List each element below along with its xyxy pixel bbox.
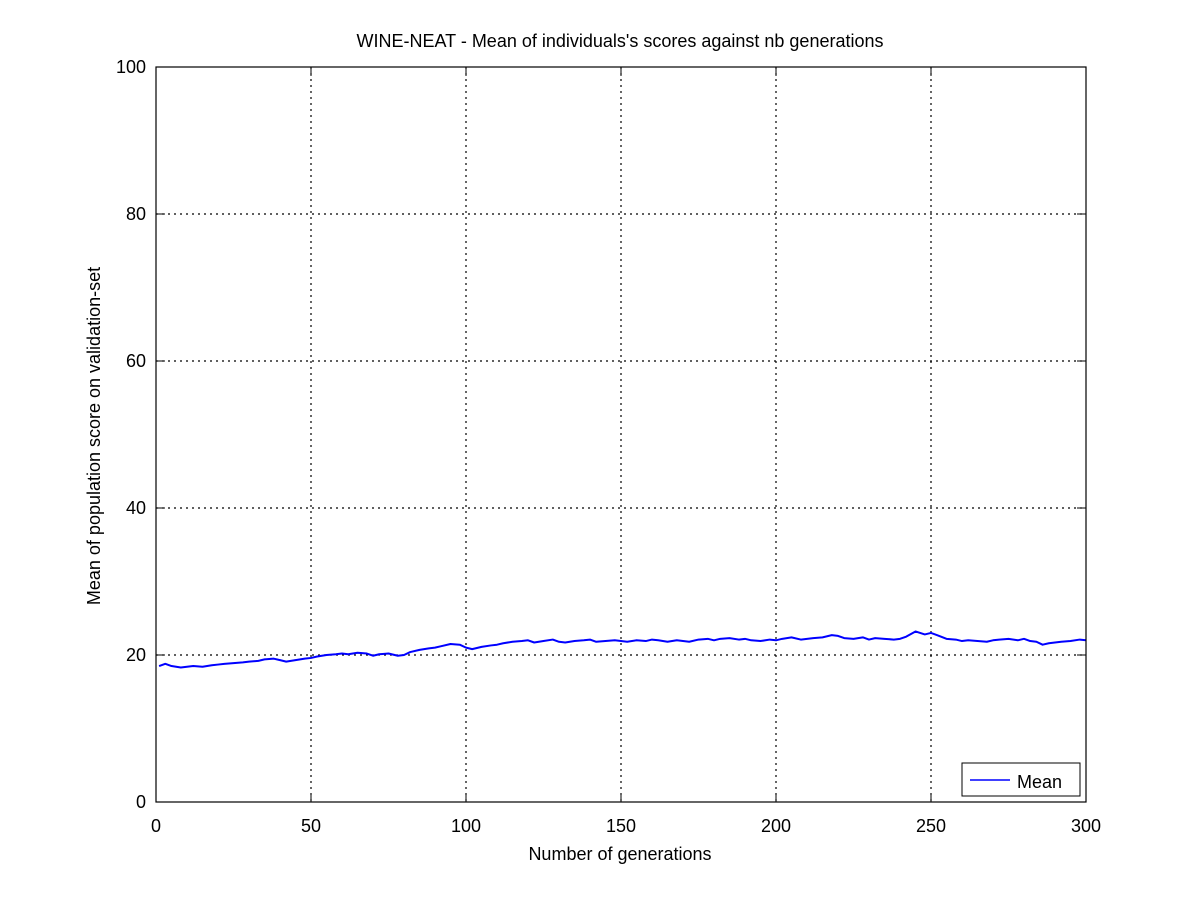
legend-label-mean: Mean	[1017, 772, 1062, 792]
x-tick-labels: 0 50 100 150 200 250 300	[151, 816, 1101, 836]
y-tick-label: 40	[126, 498, 146, 518]
y-tick-label: 100	[116, 57, 146, 77]
x-tick-label: 0	[151, 816, 161, 836]
y-tick-labels: 0 20 40 60 80 100	[116, 57, 146, 812]
x-tick-label: 50	[301, 816, 321, 836]
x-axis-title: Number of generations	[528, 844, 711, 864]
y-tick-label: 20	[126, 645, 146, 665]
plot-frame	[155, 66, 1087, 803]
chart-title: WINE-NEAT - Mean of individuals's scores…	[356, 31, 883, 51]
y-axis-title: Mean of population score on validation-s…	[84, 267, 104, 605]
series-layer	[158, 630, 1087, 669]
x-tick-label: 300	[1071, 816, 1101, 836]
x-tick-label: 150	[606, 816, 636, 836]
x-tick-label: 200	[761, 816, 791, 836]
x-tick-label: 100	[451, 816, 481, 836]
series-line-mean	[158, 630, 1087, 669]
y-tick-label: 0	[136, 792, 146, 812]
x-tick-label: 250	[916, 816, 946, 836]
y-tick-label: 60	[126, 351, 146, 371]
legend: Mean	[961, 762, 1081, 797]
y-tick-label: 80	[126, 204, 146, 224]
grid-lines	[156, 67, 1086, 802]
